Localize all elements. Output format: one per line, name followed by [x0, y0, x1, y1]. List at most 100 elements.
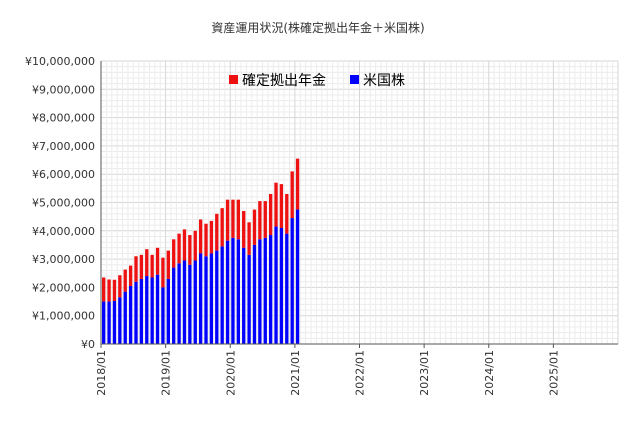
bar-segment-stock — [123, 291, 127, 344]
bar-segment-pension — [198, 219, 203, 254]
x-tick-label: 2019/01 — [160, 350, 173, 396]
bar-segment-pension — [258, 201, 262, 240]
bar-segment-stock — [209, 253, 214, 344]
bar-segment-pension — [209, 220, 214, 254]
bar-segment-stock — [242, 247, 246, 344]
bar-segment-stock — [182, 260, 187, 344]
bar-segment-pension — [268, 194, 273, 236]
bar-segment-stock — [258, 239, 262, 344]
x-tick-label: 2022/01 — [354, 350, 367, 396]
bar-segment-stock — [247, 254, 251, 344]
y-tick-label: ¥6,000,000 — [32, 168, 95, 181]
bar-segment-stock — [263, 237, 267, 345]
bar-segment-pension — [118, 275, 122, 298]
bar-segment-stock — [290, 218, 294, 344]
bar-segment-pension — [155, 247, 160, 275]
bar-segment-pension — [193, 230, 197, 261]
bar-segment-pension — [215, 213, 219, 251]
y-tick-label: ¥4,000,000 — [32, 225, 95, 238]
bar-segment-stock — [215, 250, 219, 344]
bar-segment-pension — [279, 184, 284, 228]
bar-segment-stock — [198, 253, 203, 344]
y-axis-ticks: ¥0 ¥1,000,000 ¥2,000,000 ¥3,000,000 ¥4,000,0… — [25, 55, 95, 351]
x-tick-label: 2025/01 — [547, 350, 560, 396]
bar-segment-pension — [107, 279, 111, 302]
x-tick-label: 2018/01 — [95, 350, 108, 396]
bar-segment-stock — [231, 237, 235, 345]
bar-segment-pension — [290, 171, 294, 219]
bar-segment-pension — [236, 199, 240, 240]
legend: 確定拠出年金 米国株 — [229, 73, 405, 89]
bar-segment-pension — [220, 208, 224, 247]
bar-segment-stock — [166, 278, 170, 344]
bar-segment-pension — [188, 235, 192, 265]
bar-segment-pension — [285, 194, 289, 234]
bar-segment-pension — [204, 223, 208, 257]
bar-segment-stock — [139, 278, 144, 344]
bar-segment-stock — [134, 281, 138, 344]
bar-segment-pension — [295, 158, 300, 210]
legend-swatch-stock — [350, 75, 359, 84]
bar-segment-stock — [193, 260, 197, 344]
y-tick-label: ¥1,000,000 — [32, 310, 95, 323]
x-axis-ticks: 2018/01 2019/01 2020/01 2021/01 2022/01 2023/… — [95, 344, 560, 396]
bar-segment-pension — [247, 222, 251, 255]
bar-segment-stock — [150, 277, 154, 344]
bar-segment-stock — [118, 297, 122, 344]
bar-segment-stock — [285, 233, 289, 344]
bar-segment-stock — [274, 226, 278, 344]
y-tick-label: ¥9,000,000 — [32, 83, 95, 96]
legend-swatch-pension — [229, 75, 238, 84]
bar-segment-stock — [236, 239, 240, 344]
y-tick-label: ¥5,000,000 — [32, 197, 95, 210]
y-tick-label: ¥0 — [81, 338, 95, 351]
bar-segment-pension — [112, 279, 117, 301]
bar-segment-stock — [102, 301, 106, 344]
bar-segment-pension — [150, 254, 154, 278]
y-tick-label: ¥3,000,000 — [32, 253, 95, 266]
bar-segment-stock — [295, 209, 300, 344]
x-tick-label: 2024/01 — [483, 350, 496, 396]
bar-segment-pension — [134, 256, 138, 282]
bar-segment-pension — [177, 233, 181, 264]
bar-segment-pension — [252, 209, 257, 245]
bar-segment-pension — [274, 182, 278, 227]
bar-segment-pension — [128, 265, 133, 286]
bar-segment-stock — [155, 274, 160, 344]
y-tick-label: ¥7,000,000 — [32, 140, 95, 153]
grid — [100, 60, 619, 345]
x-tick-label: 2023/01 — [418, 350, 431, 396]
bar-segment-stock — [279, 227, 284, 344]
bar-segment-pension — [161, 257, 165, 288]
bar-segment-pension — [225, 199, 230, 241]
bar-segment-pension — [166, 250, 170, 279]
bar-segment-pension — [182, 229, 187, 261]
bar-segment-stock — [145, 276, 149, 344]
bar-segment-stock — [177, 263, 181, 344]
x-tick-label: 2021/01 — [289, 350, 302, 396]
bar-segment-stock — [204, 256, 208, 344]
bar-segment-stock — [161, 287, 165, 344]
bar-segment-pension — [139, 254, 144, 279]
bar-segment-pension — [242, 210, 246, 248]
legend-label-stock: 米国株 — [363, 73, 405, 89]
bar-segment-pension — [231, 199, 235, 238]
bar-segment-stock — [268, 235, 273, 344]
x-tick-label: 2020/01 — [224, 350, 237, 396]
bar-segment-stock — [128, 285, 133, 344]
bar-segment-stock — [220, 246, 224, 344]
y-tick-label: ¥8,000,000 — [32, 112, 95, 125]
legend-label-pension: 確定拠出年金 — [242, 73, 326, 89]
bar-segment-stock — [225, 240, 230, 344]
bar-segment-pension — [123, 269, 127, 292]
bar-segment-stock — [252, 244, 257, 344]
y-tick-label: ¥2,000,000 — [32, 281, 95, 294]
bar-segment-pension — [102, 277, 106, 302]
bar-segment-pension — [172, 239, 176, 268]
y-tick-label: ¥10,000,000 — [25, 55, 95, 68]
chart-title: 資産運用状況(株確定拠出年金＋米国株) — [211, 20, 424, 35]
bar-segment-stock — [172, 267, 176, 344]
bars — [102, 158, 300, 345]
